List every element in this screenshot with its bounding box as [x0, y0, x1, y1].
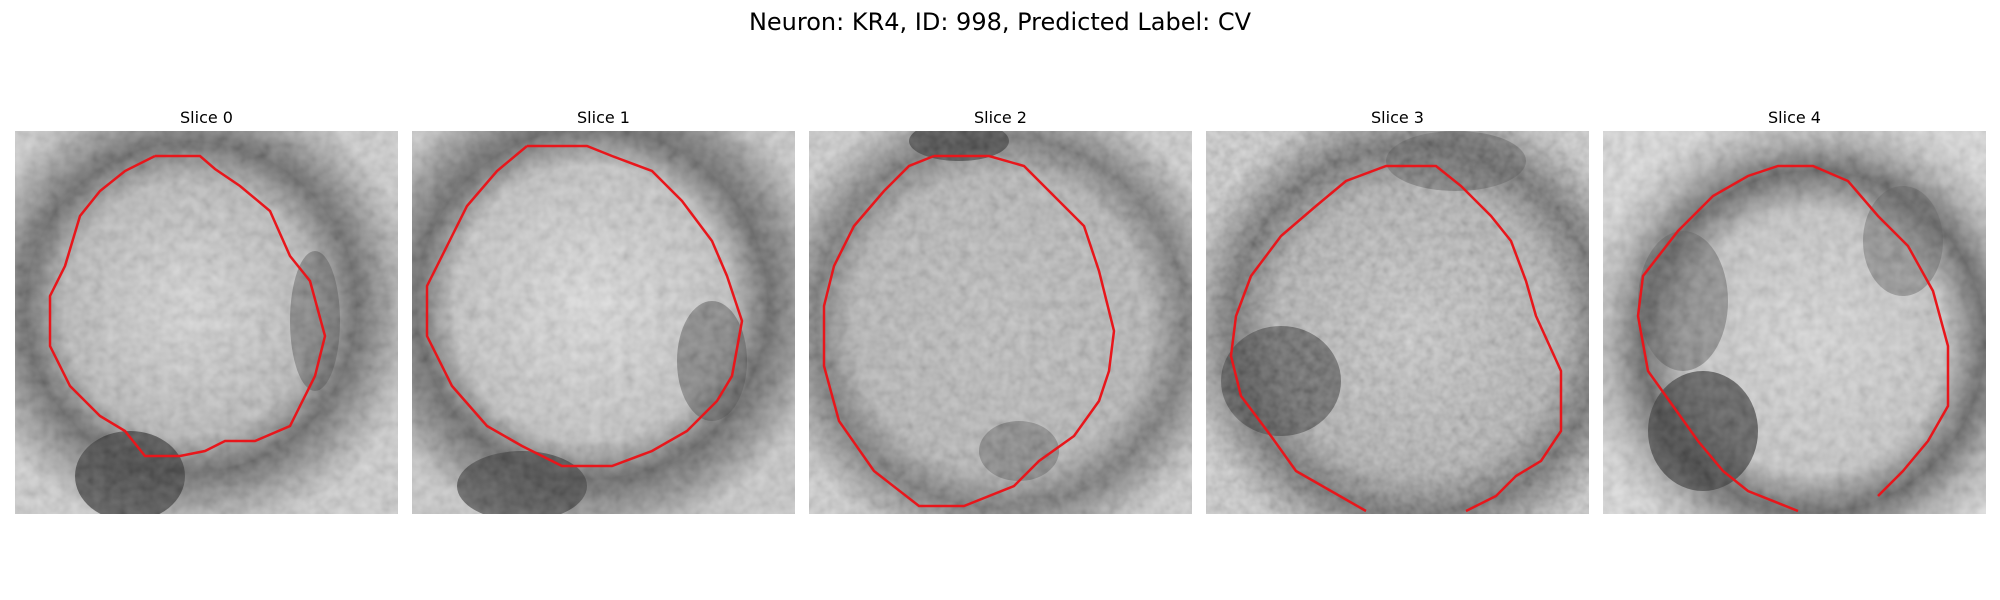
- slice-panel-0: Slice 0: [15, 107, 398, 514]
- slice-image-0: [15, 131, 398, 514]
- slice-panel-4: Slice 4: [1603, 107, 1986, 514]
- slice-panel-3: Slice 3: [1206, 107, 1589, 514]
- slice-image-2: [809, 131, 1192, 514]
- slice-image-4: [1603, 131, 1986, 514]
- slice-image-3: [1206, 131, 1589, 514]
- slice-title-3: Slice 3: [1206, 107, 1589, 129]
- figure-title: Neuron: KR4, ID: 998, Predicted Label: C…: [0, 6, 2000, 38]
- slice-panel-1: Slice 1: [412, 107, 795, 514]
- slice-title-4: Slice 4: [1603, 107, 1986, 129]
- slice-title-0: Slice 0: [15, 107, 398, 129]
- slice-title-2: Slice 2: [809, 107, 1192, 129]
- slice-image-1: [412, 131, 795, 514]
- slice-title-1: Slice 1: [412, 107, 795, 129]
- slice-panel-2: Slice 2: [809, 107, 1192, 514]
